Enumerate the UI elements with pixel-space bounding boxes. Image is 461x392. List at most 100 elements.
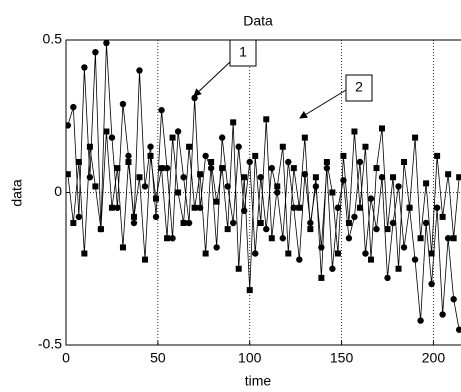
marker: [197, 171, 204, 178]
x-tick-label: 50: [150, 350, 166, 366]
marker: [114, 165, 121, 172]
marker: [417, 235, 424, 242]
marker: [153, 195, 160, 202]
marker: [433, 204, 441, 211]
marker: [125, 152, 132, 160]
marker: [230, 119, 237, 126]
marker: [130, 219, 138, 227]
marker: [384, 274, 391, 282]
marker: [169, 134, 176, 141]
marker: [290, 165, 297, 172]
plot: [66, 40, 461, 333]
marker: [423, 180, 430, 187]
marker: [285, 250, 292, 257]
marker: [70, 220, 77, 226]
series-line: [67, 43, 460, 330]
marker: [224, 226, 231, 233]
marker: [378, 174, 386, 181]
y-tick-label: 0: [54, 183, 62, 199]
marker: [119, 244, 126, 251]
marker: [279, 143, 286, 150]
marker: [417, 317, 424, 324]
marker: [312, 183, 320, 190]
marker: [119, 100, 127, 108]
marker: [389, 219, 397, 227]
marker: [175, 189, 182, 196]
marker: [235, 265, 242, 272]
marker: [213, 198, 220, 205]
y-axis-label: data: [9, 179, 25, 206]
marker: [412, 134, 419, 141]
marker: [86, 143, 93, 150]
series-line: [67, 119, 460, 291]
marker: [257, 220, 264, 226]
y-tick-label: -0.5: [38, 336, 62, 352]
marker: [114, 204, 121, 211]
marker: [75, 213, 83, 221]
y-tick-label: 0.5: [43, 31, 63, 47]
marker: [362, 250, 369, 257]
marker: [296, 204, 303, 211]
marker: [439, 213, 446, 220]
marker: [450, 296, 457, 303]
marker: [290, 204, 298, 211]
marker: [373, 165, 380, 172]
marker: [136, 174, 143, 181]
marker: [219, 165, 226, 172]
marker: [142, 256, 148, 263]
marker: [444, 235, 452, 242]
x-tick-label: 0: [62, 350, 70, 366]
marker: [202, 152, 209, 160]
marker: [86, 174, 94, 181]
marker: [81, 64, 88, 71]
marker: [263, 225, 270, 233]
marker: [158, 165, 165, 172]
marker: [367, 256, 374, 263]
marker: [455, 326, 461, 333]
marker: [185, 219, 193, 227]
marker: [279, 235, 286, 242]
marker: [373, 225, 380, 233]
x-tick-label: 100: [238, 350, 262, 366]
marker: [108, 134, 116, 141]
marker: [445, 171, 452, 178]
marker: [340, 152, 347, 159]
marker: [263, 116, 270, 123]
marker: [334, 204, 342, 211]
marker: [141, 183, 149, 190]
marker: [103, 128, 110, 135]
marker: [108, 204, 115, 211]
marker: [130, 213, 137, 220]
marker: [208, 159, 215, 165]
marker: [158, 106, 165, 114]
marker: [411, 256, 419, 263]
marker: [147, 152, 154, 159]
marker: [395, 183, 402, 190]
marker: [318, 274, 325, 281]
marker: [362, 143, 369, 150]
marker: [92, 49, 99, 56]
marker: [400, 244, 408, 251]
marker: [422, 219, 430, 227]
marker: [351, 213, 358, 221]
marker: [345, 235, 353, 242]
marker: [174, 128, 182, 135]
marker: [345, 220, 352, 226]
marker: [351, 128, 358, 135]
x-tick-label: 200: [422, 350, 446, 366]
marker: [334, 250, 341, 257]
marker: [191, 204, 198, 211]
marker: [296, 256, 303, 263]
annotation-box: [345, 74, 373, 102]
marker: [428, 250, 435, 257]
marker: [406, 204, 413, 211]
marker: [307, 226, 314, 233]
x-axis-label: time: [245, 373, 272, 389]
marker: [367, 195, 375, 202]
marker: [180, 220, 187, 226]
marker: [439, 311, 446, 318]
marker: [241, 174, 248, 181]
marker: [136, 67, 143, 74]
marker: [164, 235, 171, 242]
